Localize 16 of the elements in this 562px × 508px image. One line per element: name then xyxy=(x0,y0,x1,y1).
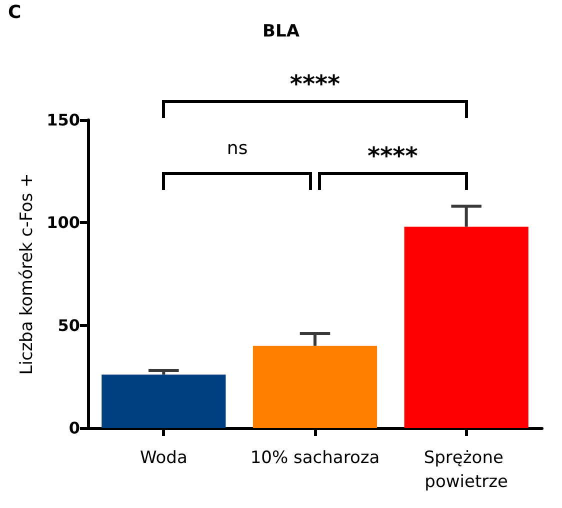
y-tick-label: 150 xyxy=(46,110,80,130)
bar xyxy=(102,374,226,428)
x-tick-label: Sprężone powietrze xyxy=(424,448,509,492)
bar xyxy=(404,226,528,428)
text: C xyxy=(8,2,22,23)
y-tick-label: 50 xyxy=(58,316,80,335)
x-tick-label: Woda xyxy=(140,448,188,468)
annotation: **** xyxy=(368,142,418,170)
annotation: ns xyxy=(226,138,248,159)
chart-title: BLA xyxy=(262,22,300,42)
y-tick-label: 0 xyxy=(68,418,80,438)
bar xyxy=(252,346,378,428)
text: **** xyxy=(290,70,340,98)
x-tick-label: 10% sacharoza xyxy=(250,448,380,468)
y-axis-title: Liczba komórek c-Fos + xyxy=(17,173,38,375)
y-tick-label: 100 xyxy=(46,213,80,232)
